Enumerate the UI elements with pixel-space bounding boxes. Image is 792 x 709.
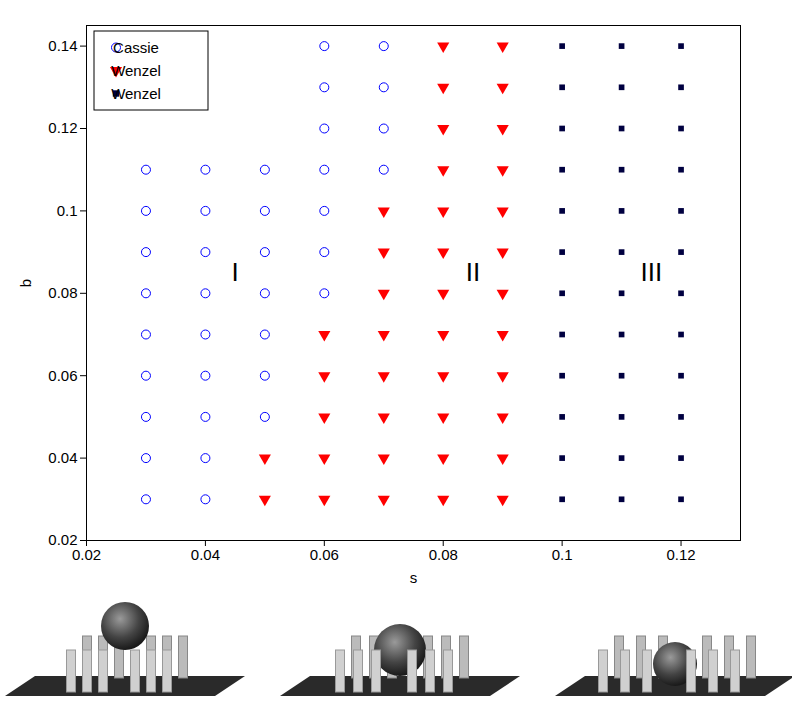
- svg-text:I: I: [232, 257, 239, 287]
- svg-text:0.04: 0.04: [191, 546, 220, 563]
- svg-text:Cassie: Cassie: [113, 39, 159, 56]
- svg-text:II: II: [466, 257, 480, 287]
- svg-text:0.1: 0.1: [552, 546, 573, 563]
- svg-text:Wenzel: Wenzel: [111, 85, 161, 102]
- svg-text:0.04: 0.04: [48, 449, 77, 466]
- svg-text:0.14: 0.14: [48, 37, 77, 54]
- svg-text:0.02: 0.02: [72, 546, 101, 563]
- svg-text:III: III: [640, 257, 662, 287]
- svg-text:0.1: 0.1: [57, 202, 78, 219]
- svg-text:0.12: 0.12: [666, 546, 695, 563]
- svg-text:0.12: 0.12: [48, 119, 77, 136]
- svg-text:b: b: [17, 279, 34, 287]
- svg-text:Wenzel: Wenzel: [111, 62, 161, 79]
- svg-text:0.02: 0.02: [48, 531, 78, 549]
- svg-text:0.06: 0.06: [48, 367, 77, 384]
- svg-text:0.08: 0.08: [429, 546, 458, 563]
- svg-text:s: s: [410, 569, 418, 586]
- svg-text:0.06: 0.06: [310, 546, 339, 563]
- svg-text:0.08: 0.08: [48, 284, 77, 301]
